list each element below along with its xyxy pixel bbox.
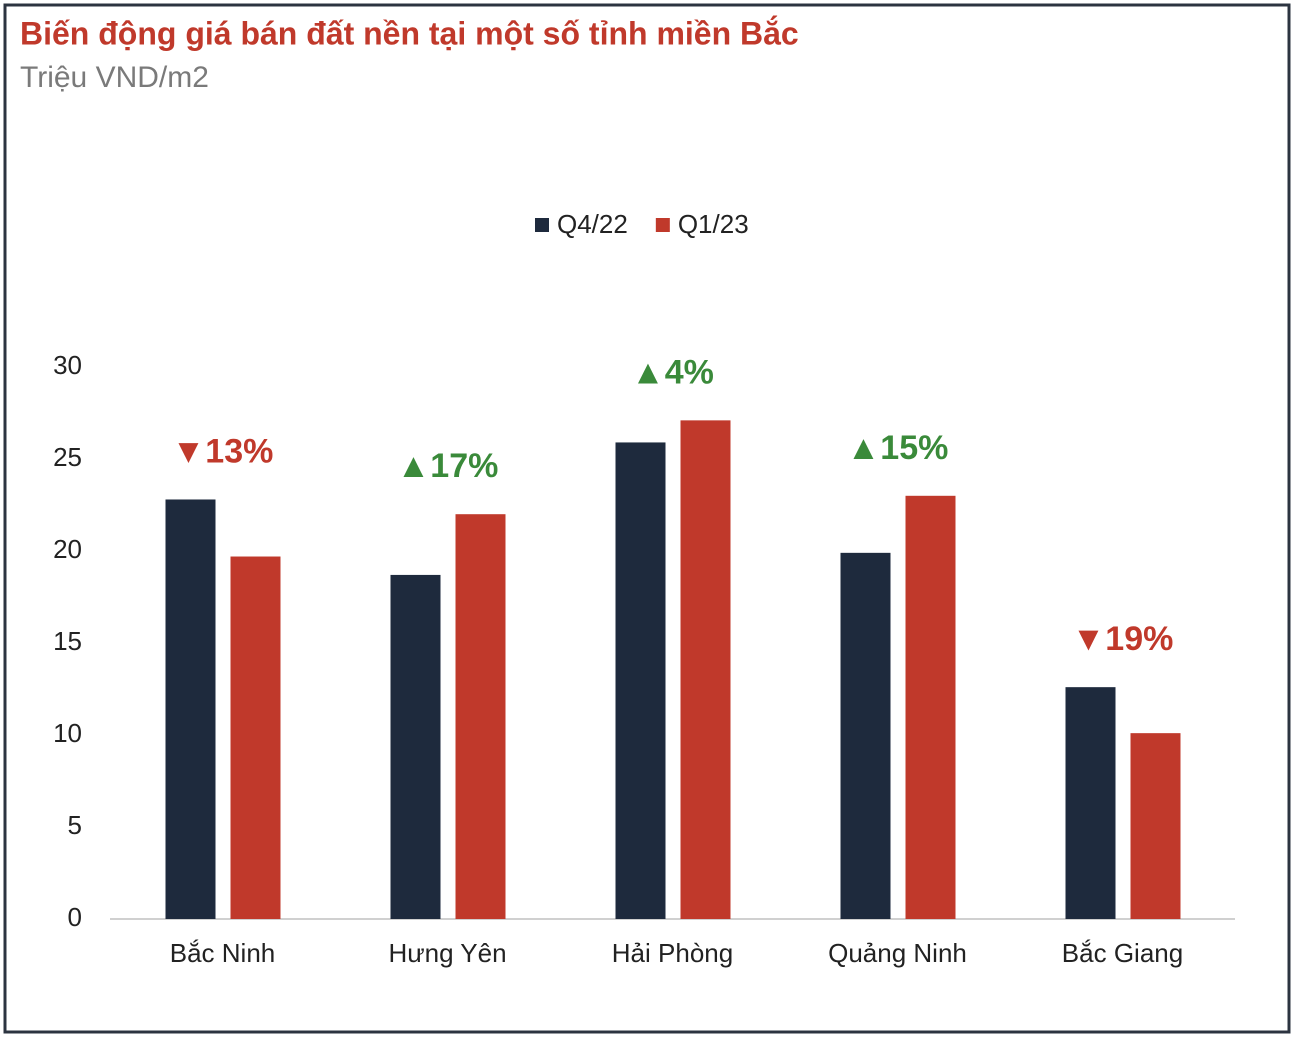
legend-swatch [535,218,549,232]
annotation: ▲4% [631,353,714,391]
bar [840,552,891,919]
x-tick-label: Hưng Yên [388,938,506,968]
y-tick-label: 15 [53,626,82,656]
y-tick-label: 20 [53,534,82,564]
legend-label: Q4/22 [557,209,628,239]
bar [390,574,441,919]
bar [230,556,281,919]
bar [680,420,731,919]
y-tick-label: 30 [53,350,82,380]
legend-label: Q1/23 [678,209,749,239]
x-tick-label: Bắc Ninh [170,938,276,968]
bar [1065,687,1116,919]
bar [615,442,666,919]
bar [455,514,506,919]
bar [165,499,216,919]
x-tick-label: Quảng Ninh [828,938,967,968]
y-tick-label: 25 [53,442,82,472]
bar [1130,733,1181,919]
annotation: ▲17% [397,447,499,485]
y-tick-label: 10 [53,718,82,748]
y-tick-label: 5 [68,810,82,840]
annotation: ▼13% [172,432,274,470]
chart-subtitle: Triệu VND/m2 [20,61,209,94]
x-tick-label: Hải Phòng [612,938,733,968]
annotation: ▼19% [1072,620,1174,658]
y-tick-label: 0 [68,902,82,932]
chart-title: Biến động giá bán đất nền tại một số tỉn… [20,15,799,51]
x-tick-label: Bắc Giang [1062,938,1183,968]
bar [905,495,956,919]
legend-swatch [655,218,670,232]
annotation: ▲15% [847,429,949,467]
